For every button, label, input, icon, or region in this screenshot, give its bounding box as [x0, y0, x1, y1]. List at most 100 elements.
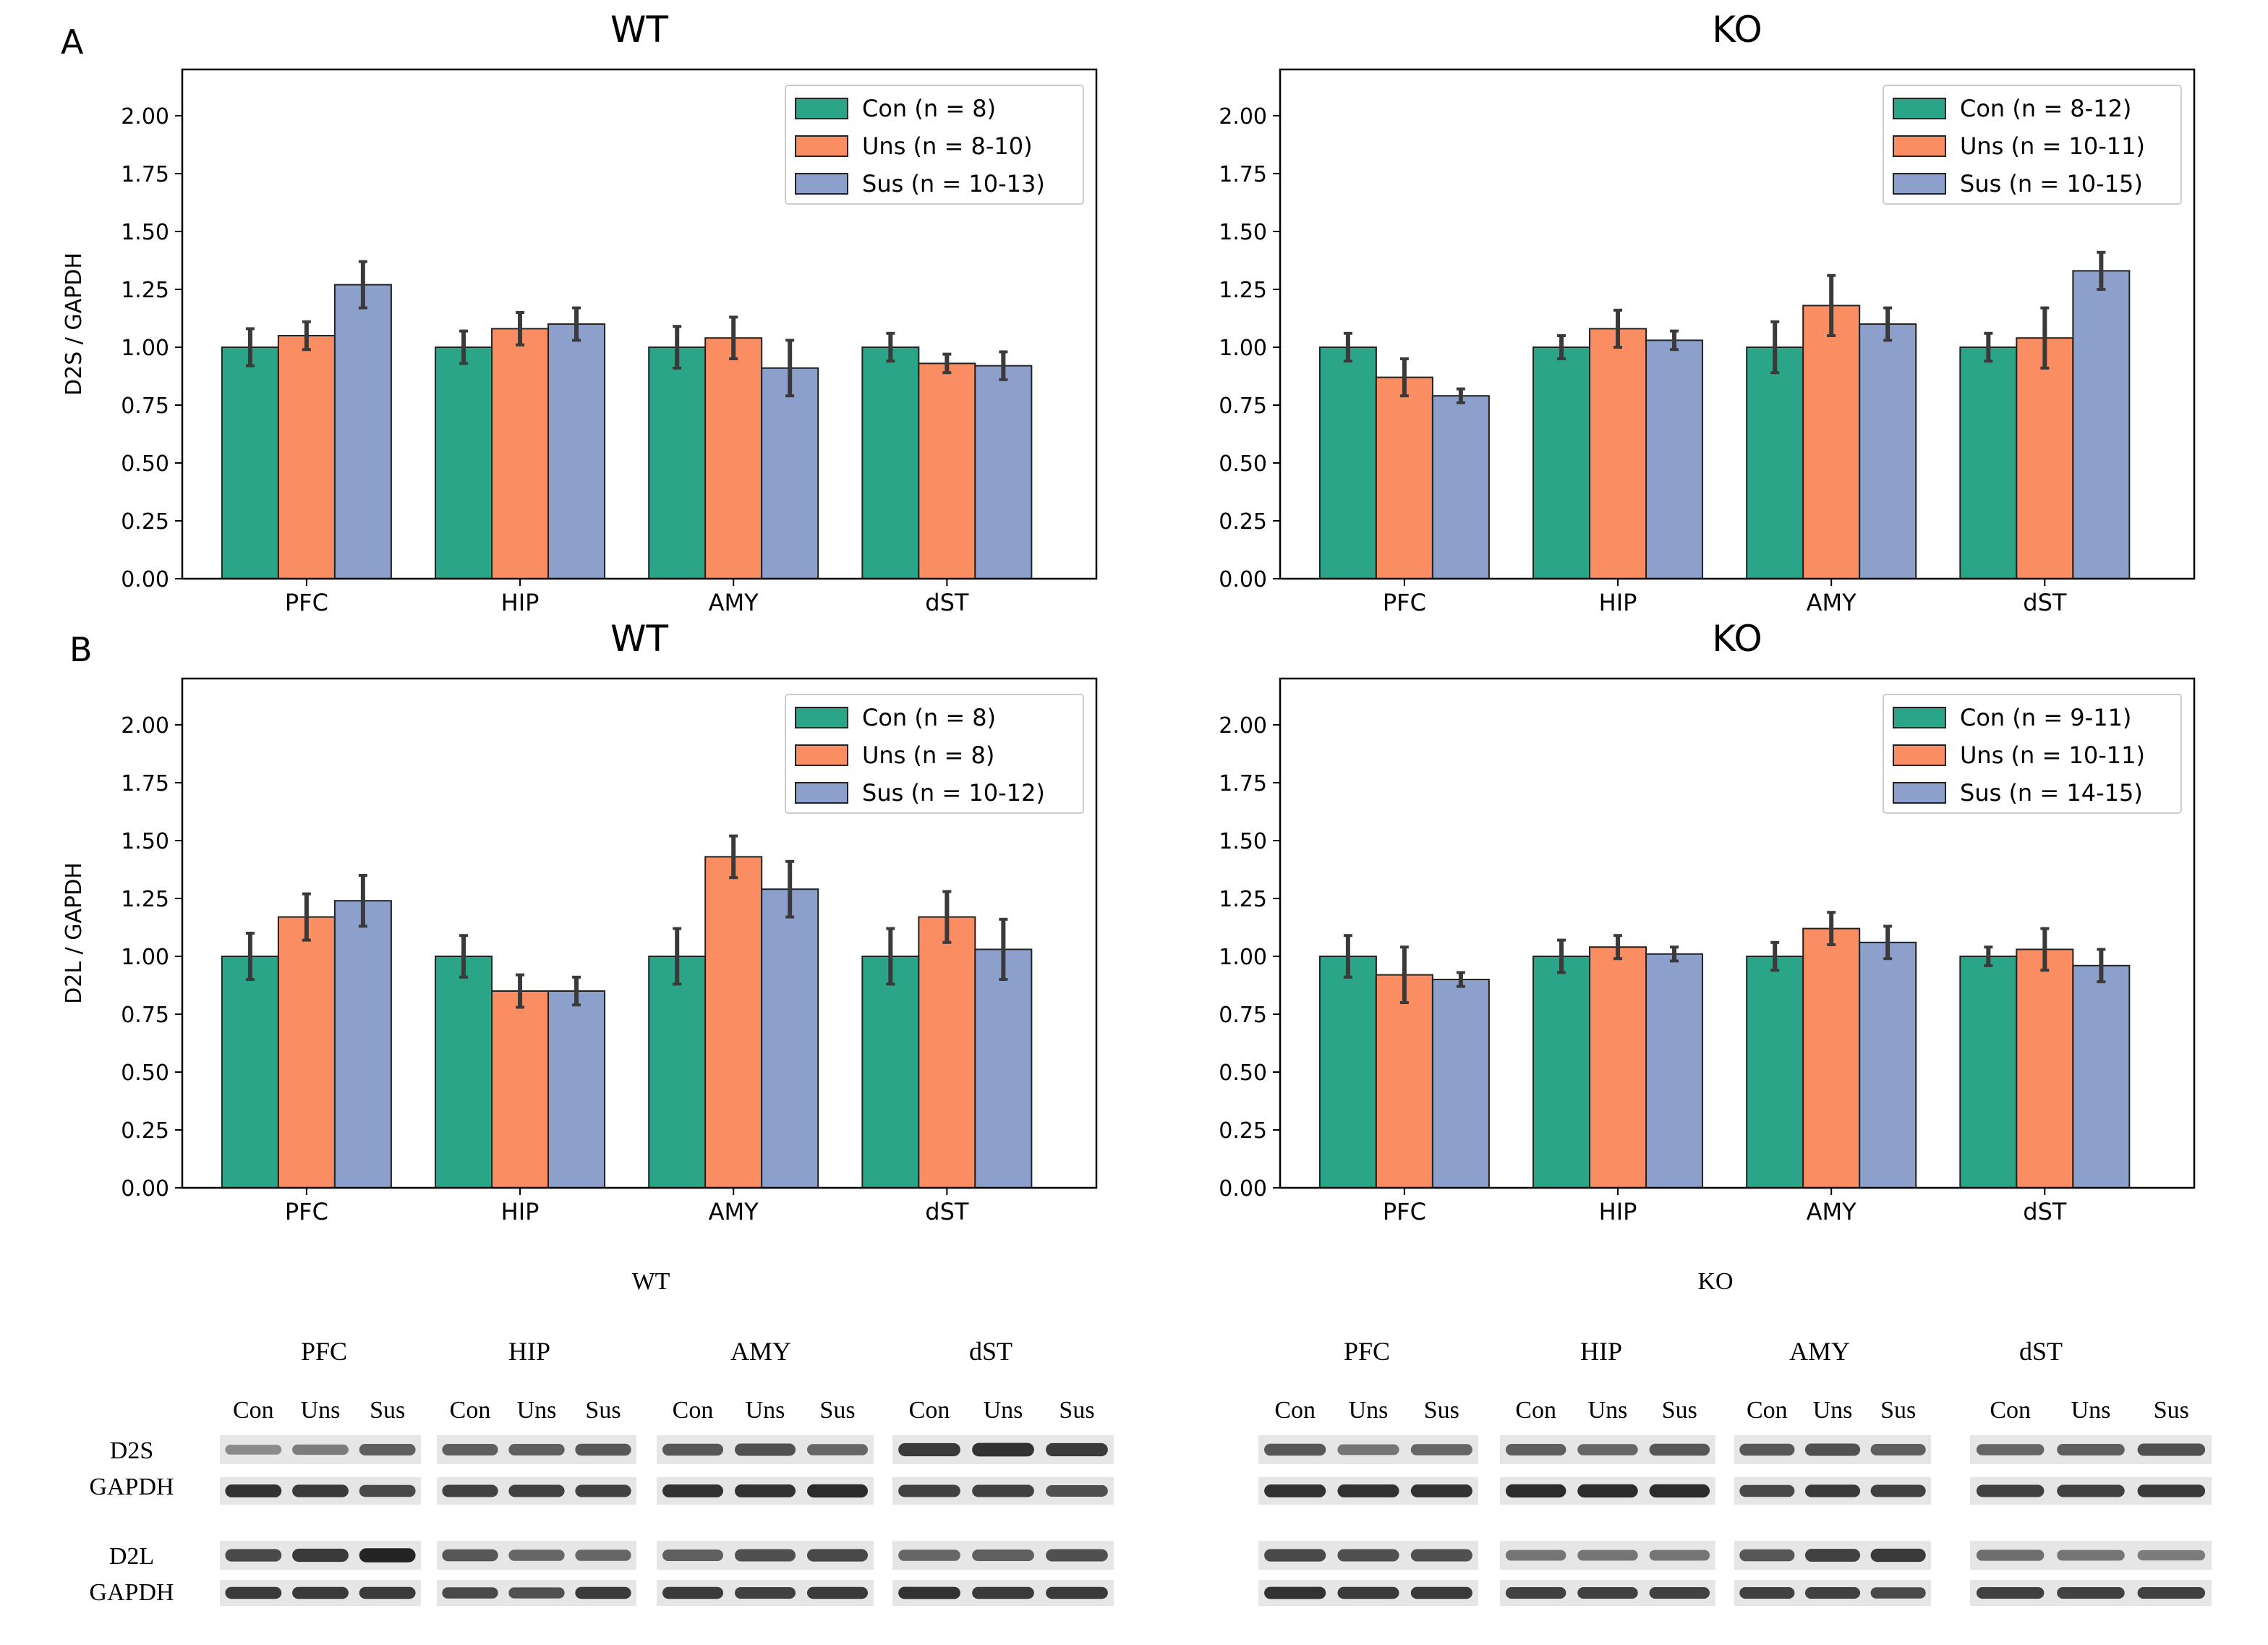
blot-row — [1734, 1580, 1931, 1606]
blot-band — [1870, 1443, 1926, 1456]
x-tick-label: dST — [925, 589, 969, 616]
legend-swatch — [1893, 707, 1946, 728]
blot-band — [1046, 1442, 1108, 1457]
y-tick-label: 1.25 — [121, 887, 169, 912]
legend-box — [1883, 694, 2182, 814]
legend-swatch — [1893, 744, 1946, 766]
blot-band — [1410, 1484, 1472, 1497]
blot-row — [1734, 1435, 1931, 1464]
y-tick-label: 0.50 — [121, 451, 169, 477]
blot-band — [1577, 1444, 1638, 1455]
legend-swatch — [795, 782, 848, 804]
blot-row — [1970, 1541, 2212, 1570]
blot-row — [1500, 1580, 1715, 1606]
bar-dST-2 — [974, 948, 1033, 1189]
blot-band — [898, 1550, 960, 1561]
legend-swatch — [795, 707, 848, 728]
blot-lane-label: Sus — [370, 1397, 405, 1424]
y-axis-label: D2S / GAPDH — [61, 252, 87, 396]
blot-band — [735, 1443, 796, 1456]
blot-band — [807, 1444, 868, 1455]
blot-band — [1046, 1549, 1108, 1562]
blot-band — [2057, 1443, 2125, 1456]
blot-band — [1870, 1587, 1926, 1599]
blot-band — [2137, 1484, 2206, 1497]
bar-HIP-0 — [1532, 347, 1591, 579]
legend-label: Uns (n = 8-10) — [862, 132, 1033, 160]
blot-row — [892, 1477, 1114, 1505]
blot-band — [442, 1443, 498, 1456]
legend-label: Uns (n = 10-11) — [1960, 132, 2145, 160]
chart-panel-2: WT D2L / GAPDH 0.00 0.25 0.50 0.75 1.00 1.25 1.5… — [61, 618, 1098, 1225]
bar-AMY-0 — [648, 347, 707, 579]
blot-row — [220, 1580, 421, 1606]
y-tick-label: 1.25 — [1219, 278, 1267, 303]
blot-band — [1337, 1549, 1399, 1562]
blot-band — [225, 1484, 282, 1497]
y-tick-label: 0.50 — [121, 1060, 169, 1086]
blot-lane-label: Con — [1515, 1397, 1556, 1424]
legend-label: Sus (n = 10-13) — [862, 170, 1045, 197]
x-tick-label: PFC — [1383, 1198, 1426, 1225]
blot-band — [1410, 1549, 1472, 1562]
y-tick-label: 1.75 — [1219, 162, 1267, 187]
blot-band — [2057, 1484, 2125, 1497]
blot-band — [1577, 1484, 1638, 1498]
bar-PFC-2 — [1431, 979, 1490, 1189]
y-tick-label: 0.75 — [121, 1003, 169, 1028]
blot-row — [1500, 1477, 1715, 1505]
blot-band — [1739, 1586, 1795, 1599]
blot-row — [1970, 1435, 2212, 1464]
blot-band — [2057, 1586, 2125, 1599]
blot-row-label: D2S — [110, 1437, 153, 1464]
blot-band — [1739, 1549, 1795, 1562]
blot-row — [1970, 1477, 2212, 1505]
x-tick-label: HIP — [501, 1198, 540, 1225]
blot-band — [359, 1484, 416, 1497]
y-tick-label: 0.00 — [121, 1176, 169, 1202]
blot-band — [1264, 1586, 1326, 1599]
y-tick-label: 1.00 — [121, 945, 169, 970]
bar-AMY-1 — [704, 856, 763, 1189]
y-tick-label: 0.50 — [1219, 451, 1267, 477]
chart-title: KO — [1712, 618, 1762, 660]
y-tick-label: 0.50 — [1219, 1060, 1267, 1086]
blot-lane-label: Sus — [2154, 1397, 2189, 1424]
panel-letter-B: B — [69, 630, 93, 669]
bar-PFC-1 — [1375, 376, 1433, 579]
blot-row-label: GAPDH — [89, 1474, 174, 1500]
blot-band — [225, 1586, 282, 1599]
blot-row — [1734, 1477, 1931, 1505]
blot-row — [1500, 1435, 1715, 1464]
bar-AMY-2 — [1859, 941, 1917, 1189]
blot-group-label: KO — [1697, 1268, 1733, 1295]
blot-row — [657, 1477, 874, 1505]
blot-row — [220, 1477, 421, 1505]
chart-panel-1: KO 0.00 0.25 0.50 0.75 1.00 1.25 1.50 1.75 2.00 PF… — [1219, 9, 2196, 616]
bar-HIP-2 — [547, 990, 606, 1189]
legend-box — [1883, 85, 2182, 205]
y-tick-label: 1.75 — [121, 162, 169, 187]
blot-lane-label: Con — [450, 1397, 491, 1424]
legend-swatch — [795, 744, 848, 766]
blot-region-label: dST — [969, 1337, 1012, 1366]
blot-band — [735, 1586, 796, 1599]
bar-PFC-2 — [333, 900, 392, 1189]
blot-row — [1258, 1541, 1478, 1570]
blot-band — [1804, 1586, 1861, 1599]
blot-band — [735, 1484, 796, 1497]
legend-label: Con (n = 9-11) — [1960, 704, 2131, 731]
blot-band — [1264, 1484, 1326, 1497]
blot-band — [508, 1484, 565, 1497]
blot-region-label: PFC — [1344, 1337, 1390, 1366]
blot-region-label: dST — [2019, 1337, 2063, 1366]
blot-band — [1337, 1444, 1399, 1455]
blot-group-label: WT — [632, 1268, 670, 1295]
blot-lane-label: Uns — [517, 1397, 557, 1424]
chart-title: WT — [610, 618, 668, 660]
blot-band — [972, 1484, 1034, 1497]
blot-band — [359, 1548, 416, 1563]
blot-region-label: HIP — [1580, 1337, 1622, 1366]
blot-row — [892, 1541, 1114, 1570]
